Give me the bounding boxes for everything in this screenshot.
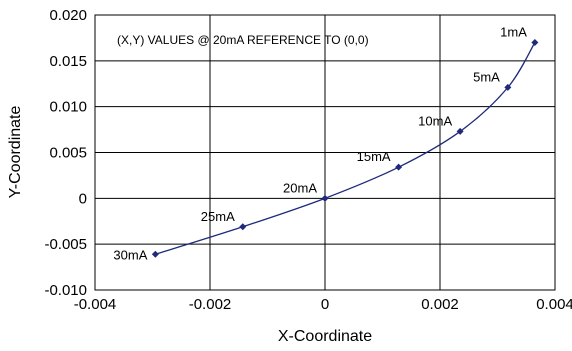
y-tick-label: -0.005: [44, 236, 87, 253]
y-tick-label: 0.020: [49, 7, 87, 24]
y-tick-label: 0.015: [49, 53, 87, 70]
data-point-15mA: [395, 163, 403, 171]
point-label: 5mA: [473, 69, 500, 84]
annotation: (X,Y) VALUES @ 20mA REFERENCE TO (0,0): [117, 33, 369, 47]
x-tick-label: -0.002: [189, 296, 232, 313]
y-tick-label: 0.005: [49, 145, 87, 162]
gridlines: [94, 14, 556, 291]
data-point-30mA: [151, 250, 159, 258]
point-label: 15mA: [357, 149, 391, 164]
data-point-25mA: [239, 223, 247, 231]
point-label: 10mA: [418, 113, 452, 128]
y-tick-labels: 0.020 0.015 0.010 0.005 0 -0.005 -0.010: [44, 7, 87, 299]
x-tick-label: -0.004: [74, 296, 117, 313]
y-tick-label: 0: [79, 190, 87, 207]
y-axis-title: Y-Coordinate: [7, 106, 24, 199]
x-axis-title: X-Coordinate: [278, 328, 372, 345]
point-label: 30mA: [113, 247, 147, 262]
point-label: 20mA: [283, 180, 317, 195]
x-tick-label: 0: [321, 296, 329, 313]
point-labels: 1mA 5mA 10mA 15mA 20mA 25mA 30mA: [113, 25, 527, 263]
x-tick-label: 0.002: [421, 296, 459, 313]
point-label: 25mA: [201, 209, 235, 224]
data-point-10mA: [456, 127, 464, 135]
series-markers: [151, 39, 539, 258]
y-tick-label: 0.010: [49, 99, 87, 116]
x-tick-label: 0.004: [536, 296, 572, 313]
data-point-20mA: [321, 194, 329, 202]
data-point-1mA: [531, 39, 539, 46]
y-tick-label: -0.010: [44, 282, 87, 299]
data-point-5mA: [504, 83, 512, 91]
point-label: 1mA: [500, 25, 527, 40]
x-tick-labels: -0.004 -0.002 0 0.002 0.004: [74, 296, 572, 313]
